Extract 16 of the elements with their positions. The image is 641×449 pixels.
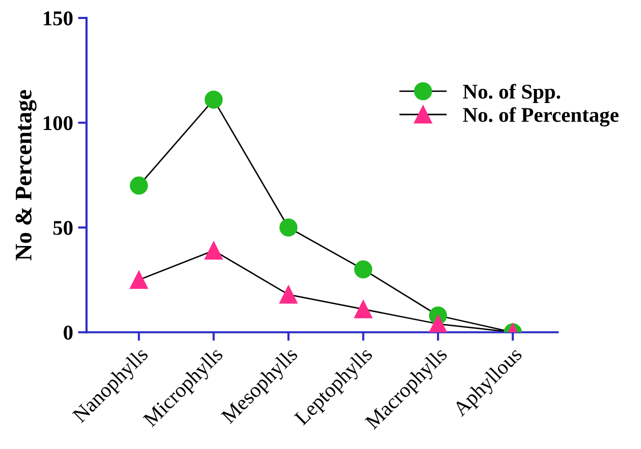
y-tick-label: 100 — [44, 116, 73, 130]
point — [279, 286, 298, 304]
y-tick-label: 150 — [44, 11, 73, 26]
point — [204, 242, 223, 260]
point — [130, 176, 148, 195]
point — [130, 270, 148, 289]
legend-label: No. of Spp. — [463, 84, 560, 103]
y-tick-label: 0 — [64, 326, 73, 340]
point — [354, 260, 372, 278]
point — [428, 314, 448, 332]
legend-label: No. of Percentage — [463, 107, 618, 126]
y-tick-label: 50 — [53, 220, 73, 235]
point — [279, 218, 298, 237]
point — [204, 90, 223, 109]
point — [354, 300, 372, 318]
y-axis-title: No & Percentage — [16, 90, 37, 260]
